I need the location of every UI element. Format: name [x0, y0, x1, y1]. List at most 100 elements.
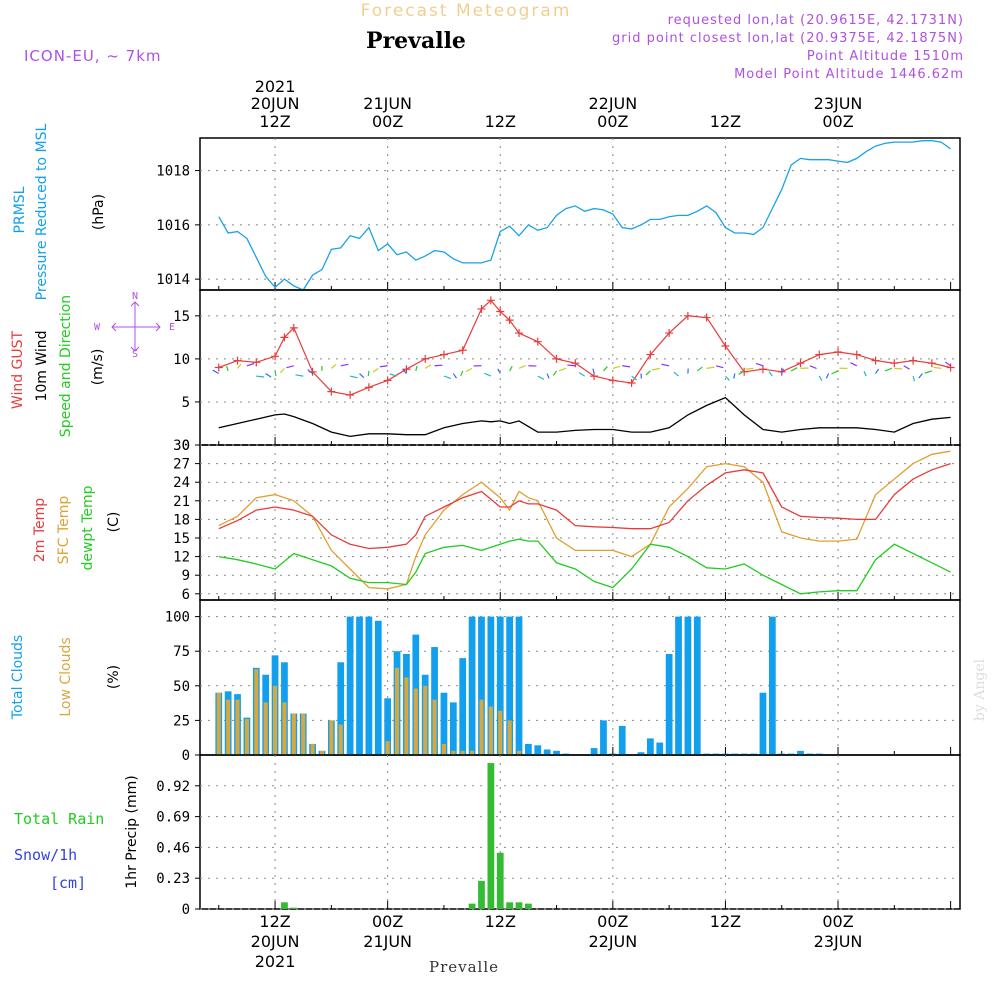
low-cloud-bar	[310, 743, 315, 755]
clouds-frame	[199, 599, 961, 756]
wind-direction-arrow	[349, 375, 358, 379]
total-cloud-bar	[506, 616, 514, 755]
gust-marker	[214, 363, 223, 372]
top-axis-year: 2021	[255, 77, 296, 96]
low-cloud-bar	[498, 710, 503, 755]
prmsl-line	[218, 140, 951, 291]
rain-bar	[506, 902, 514, 909]
precip-labels: Total Rain Snow/1h [cm] 1hr Precip (mm)	[14, 775, 140, 892]
wind-direction-arrow	[372, 367, 379, 373]
wind-direction-arrow	[340, 363, 349, 367]
precip-ytick-label: 0	[182, 902, 190, 918]
wind-direction-arrow	[578, 372, 586, 377]
bottom-axis-hour: 00Z	[372, 912, 403, 931]
gust-marker	[927, 359, 936, 368]
total-cloud-bar	[768, 616, 776, 755]
temp-unit: (C)	[106, 512, 122, 533]
top-axis-date: 20JUN	[251, 94, 300, 113]
gust-marker	[890, 359, 899, 368]
wind-panel: 0 5 10 15	[173, 289, 961, 454]
wind-direction-arrow	[918, 373, 923, 379]
wind-line	[218, 396, 951, 438]
gust-marker	[289, 323, 298, 332]
wind-direction-arrow	[894, 367, 903, 370]
total-cloud-bar	[440, 692, 448, 755]
wind-direction-arrow	[265, 373, 272, 378]
pressure-ytick-label: 1016	[156, 218, 190, 234]
total-cloud-bar	[459, 658, 467, 755]
total-cloud-bar	[346, 616, 354, 755]
total-cloud-bar	[590, 748, 598, 755]
low-cloud-bar	[432, 699, 437, 755]
total-cloud-bar	[656, 742, 664, 755]
rain-bar	[281, 902, 288, 909]
total-cloud-bar	[675, 616, 682, 755]
wind-direction-arrow	[831, 370, 839, 375]
wind-direction-arrow	[933, 366, 942, 369]
bottom-axis-date: 20JUN	[251, 932, 300, 951]
wind-direction-arrow	[603, 366, 608, 372]
precip-ytick-label: 0.46	[156, 840, 190, 856]
gust-marker	[909, 356, 918, 365]
wind-direction-arrow	[274, 370, 277, 377]
wind-direction-arrow	[402, 368, 407, 374]
gust-marker	[233, 356, 242, 365]
total-cloud-bar	[515, 616, 523, 755]
point-altitude: Point Altitude 1510m	[807, 49, 964, 64]
low-cloud-bar	[282, 702, 287, 755]
top-axis-date: 21JUN	[363, 94, 412, 113]
rain-bar	[525, 903, 532, 909]
wind-direction-arrow	[912, 375, 916, 382]
wind-direction-arrow	[367, 370, 370, 376]
temp-ytick-label: 27	[173, 457, 190, 473]
wind-direction-arrow	[652, 367, 660, 371]
gust-marker	[721, 341, 730, 350]
model-altitude: Model Point Altitude 1446.62m	[734, 67, 964, 82]
low-cloud-bar	[244, 719, 249, 755]
gust-marker	[834, 348, 843, 356]
total-cloud-bar	[496, 616, 504, 755]
clouds-unit: (%)	[106, 665, 122, 689]
top-axis-hour: 00Z	[372, 112, 403, 131]
gust-marker	[327, 387, 336, 396]
gust-marker	[486, 296, 495, 305]
wind-direction-arrow	[246, 362, 255, 367]
wind-direction-arrow	[696, 366, 703, 372]
prmsl-label: PRMSL	[12, 186, 28, 233]
wind-direction-arrow	[863, 371, 867, 377]
wind-direction-arrow	[875, 368, 880, 374]
compass-w: W	[94, 322, 101, 333]
bottom-axis-year: 2021	[255, 952, 296, 971]
gust-line	[218, 299, 951, 396]
clouds-panel: 0 25 50 75 100	[165, 599, 961, 764]
rain-bar	[468, 903, 476, 909]
gust-marker	[383, 376, 392, 385]
gust-marker	[946, 363, 955, 372]
wind-direction-arrow	[738, 370, 745, 376]
wind-direction-arrow	[256, 375, 265, 378]
precip-ylabel: 1hr Precip (mm)	[124, 775, 140, 888]
wind-direction-arrow	[537, 375, 545, 380]
total-cloud-bar	[525, 743, 532, 755]
precip-frame	[199, 754, 961, 910]
top-axis-hour: 00Z	[597, 112, 628, 131]
wind-direction-arrow	[622, 365, 631, 368]
wind-direction-arrow	[237, 363, 242, 369]
dewpt-label: dewpt Temp	[80, 485, 96, 570]
wind-direction-arrow	[330, 363, 337, 369]
gust-marker	[702, 313, 711, 322]
low-cloud-bar	[488, 706, 493, 755]
top-axis-hour: 12Z	[485, 112, 516, 131]
model-label: ICON-EU, ~ 7km	[24, 47, 162, 65]
gust-marker	[346, 391, 355, 400]
wind-direction-arrow	[279, 367, 285, 374]
total-cloud-bar	[684, 616, 692, 755]
precip-ytick-label: 0.23	[156, 871, 190, 887]
low-cloud-bar	[423, 685, 428, 755]
low-cloud-bar	[319, 750, 325, 755]
total-cloud-bar	[356, 616, 363, 755]
wind-direction-arrow	[755, 362, 764, 367]
wind-direction-arrow	[212, 369, 220, 375]
wind-direction-arrow	[768, 371, 773, 377]
clouds-ytick-label: 25	[173, 713, 190, 729]
